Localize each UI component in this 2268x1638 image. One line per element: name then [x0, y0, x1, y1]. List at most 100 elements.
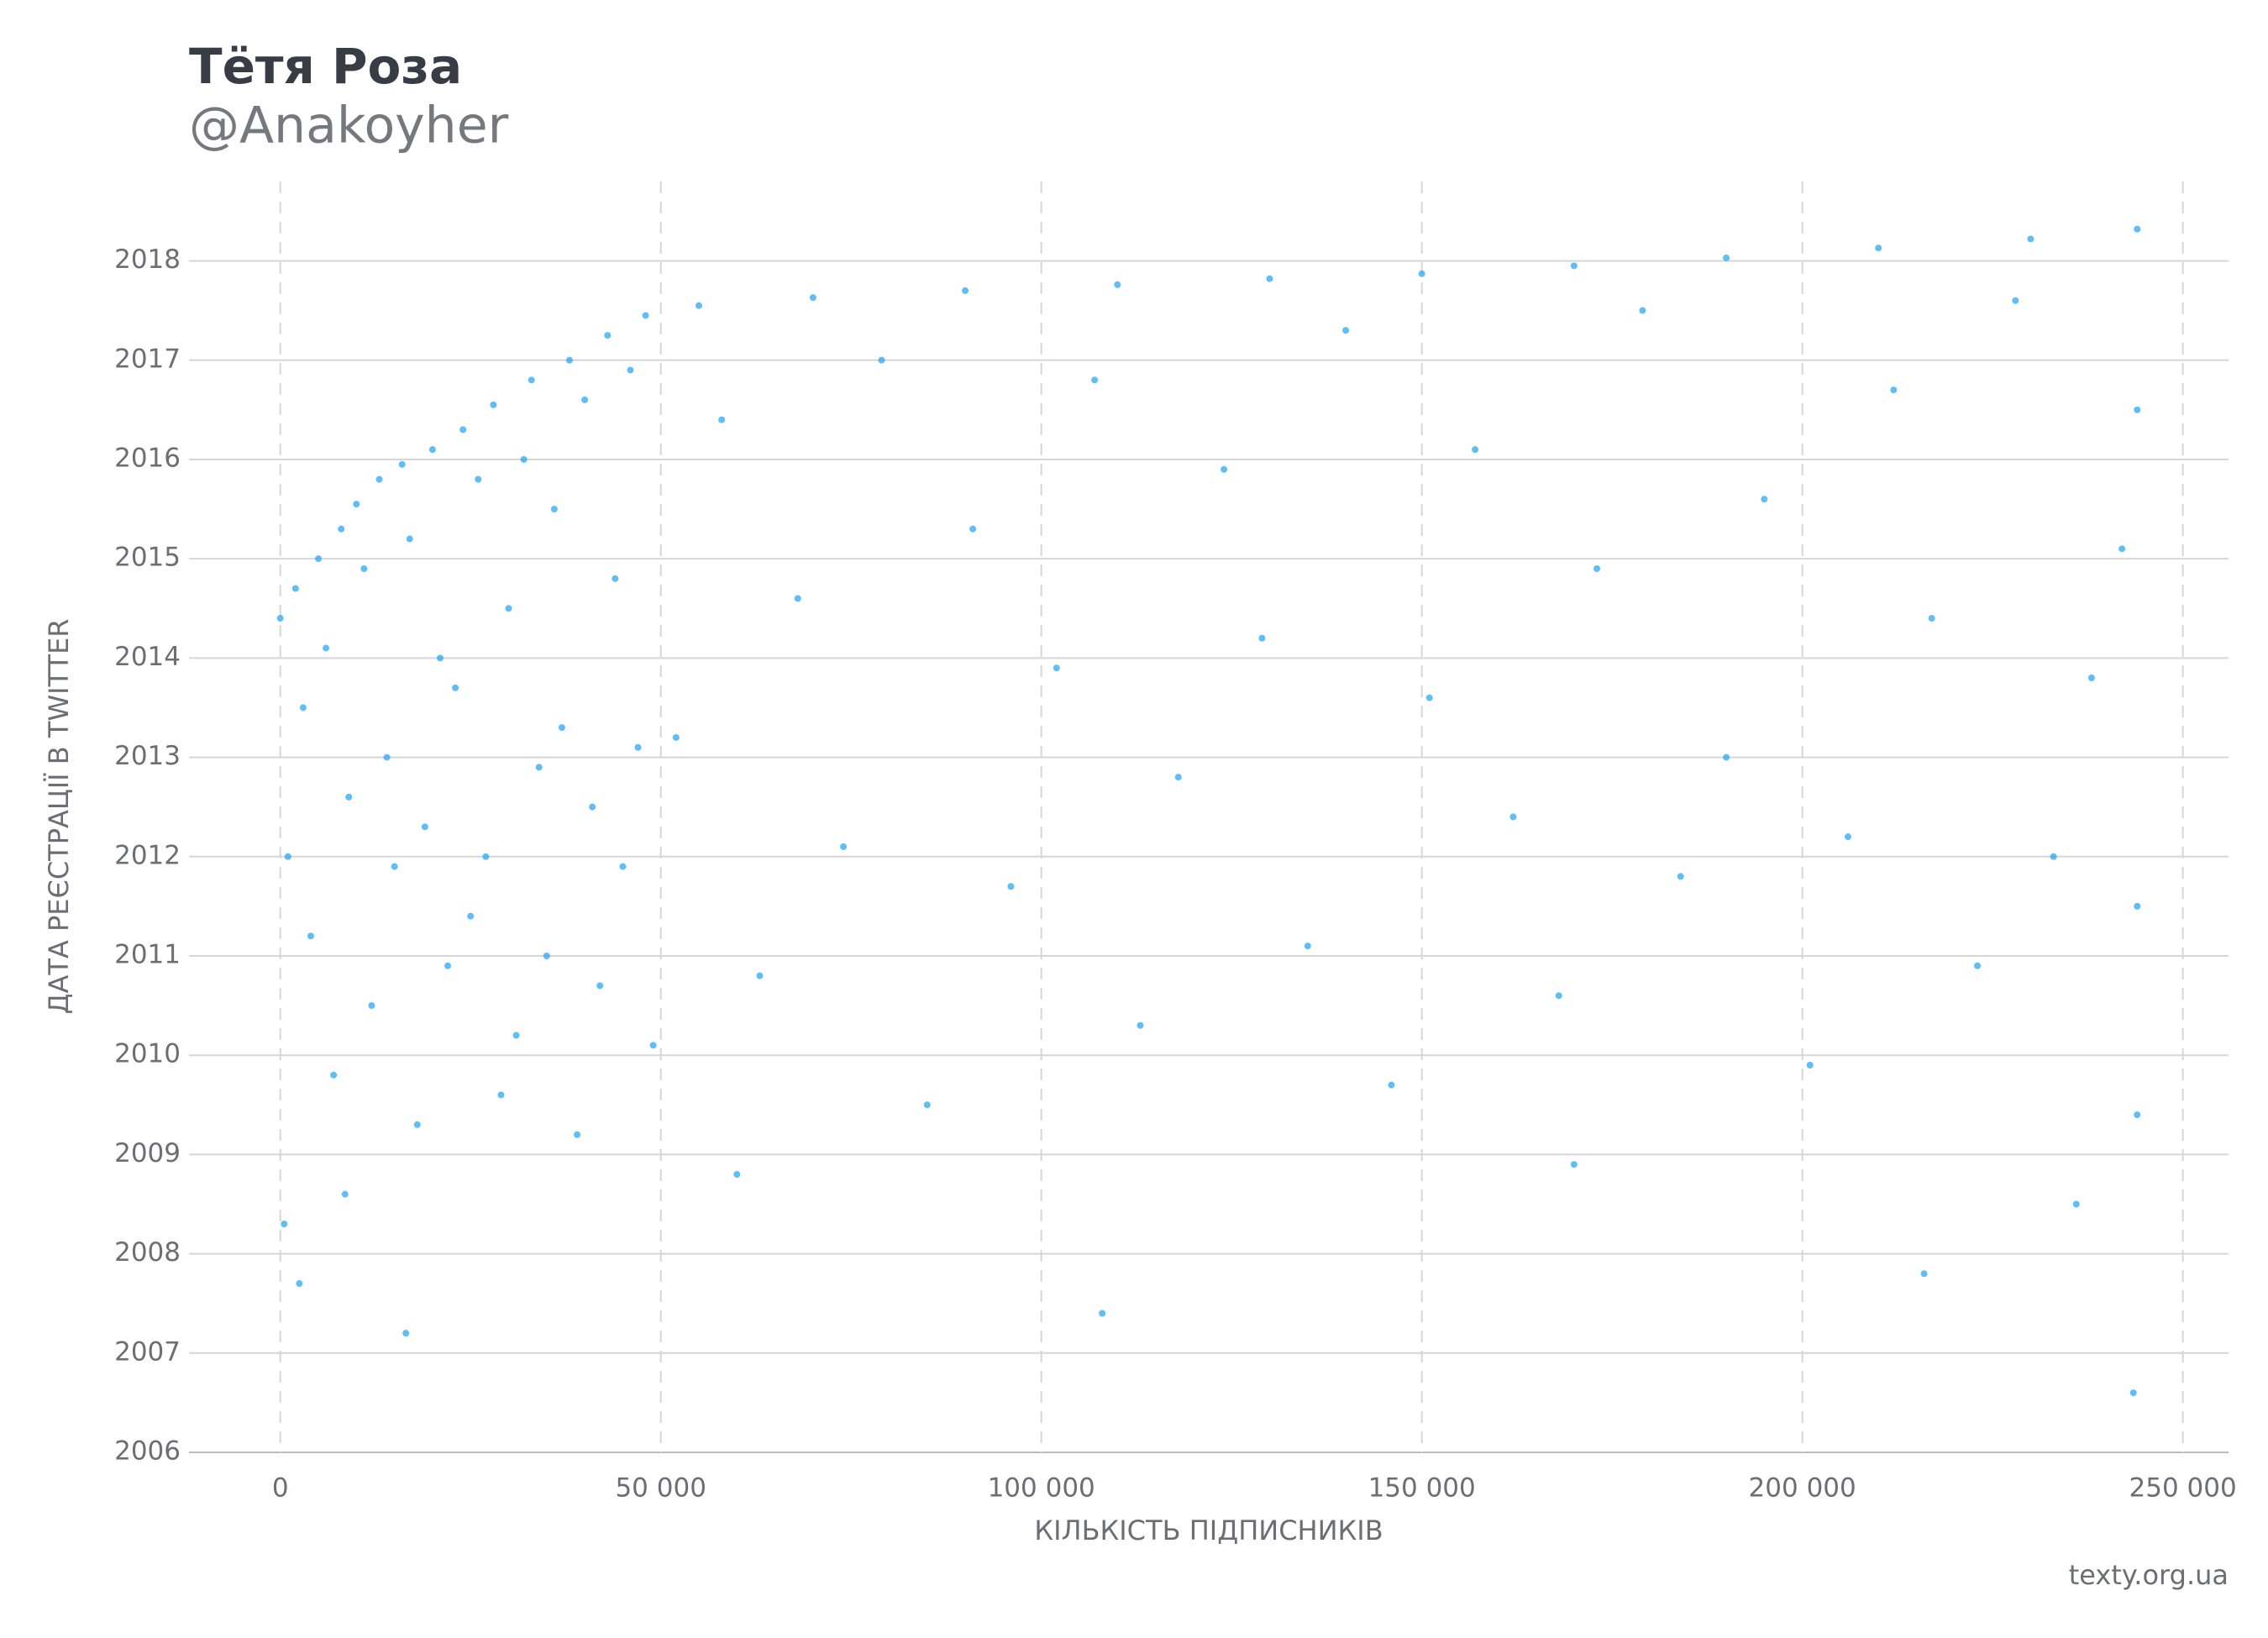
point	[299, 704, 307, 711]
point	[413, 1121, 421, 1128]
point	[1570, 1161, 1578, 1168]
point	[2134, 1111, 2141, 1119]
x-tick-label: 200 000	[1749, 1473, 1856, 1504]
point	[398, 460, 406, 468]
chart-subtitle: @Anakoyher	[189, 97, 509, 155]
x-tick-label: 150 000	[1368, 1473, 1476, 1504]
point	[428, 446, 436, 454]
point	[1974, 962, 1982, 969]
x-tick-label: 250 000	[2129, 1473, 2237, 1504]
point	[1920, 1270, 1928, 1278]
point	[2118, 545, 2126, 553]
y-tick-label: 2006	[114, 1436, 181, 1467]
point	[368, 1002, 375, 1010]
point	[1388, 1081, 1395, 1089]
y-tick-label: 2018	[114, 244, 181, 275]
point	[1258, 634, 1266, 642]
point	[809, 294, 816, 302]
point	[733, 1171, 741, 1179]
point	[550, 506, 558, 513]
point	[1509, 813, 1517, 821]
point	[923, 1101, 931, 1109]
point	[284, 853, 291, 860]
point	[1174, 774, 1182, 781]
point	[338, 525, 345, 533]
point	[1845, 833, 1852, 841]
y-tick-label: 2017	[114, 344, 181, 374]
y-tick-label: 2011	[114, 939, 181, 969]
point	[2129, 1389, 2137, 1397]
point	[1342, 327, 1350, 334]
source: texty.org.ua	[2069, 1559, 2229, 1591]
point	[2134, 225, 2141, 233]
point	[296, 1280, 303, 1288]
point	[2087, 675, 2095, 682]
x-tick-label: 50 000	[615, 1473, 706, 1504]
point	[1928, 615, 1935, 622]
point	[444, 962, 452, 969]
point	[1091, 376, 1099, 384]
y-tick-label: 2008	[114, 1237, 181, 1268]
point	[1677, 873, 1684, 880]
point	[528, 376, 535, 384]
point	[604, 332, 612, 339]
point	[612, 575, 619, 582]
point	[2072, 1200, 2080, 1208]
y-tick-label: 2015	[114, 543, 181, 573]
point	[574, 1131, 581, 1138]
point	[969, 525, 977, 533]
point	[535, 764, 543, 771]
point	[341, 1190, 349, 1198]
point	[840, 843, 848, 850]
point	[1472, 446, 1479, 454]
point	[512, 1032, 520, 1039]
point	[1806, 1062, 1814, 1069]
point	[2050, 853, 2057, 860]
point	[581, 396, 589, 404]
point	[1266, 275, 1273, 282]
y-tick-label: 2010	[114, 1039, 181, 1069]
point	[1723, 753, 1730, 761]
point	[505, 605, 512, 612]
point	[1099, 1310, 1106, 1317]
point	[1555, 992, 1562, 1000]
point	[421, 823, 428, 831]
point	[1221, 465, 1228, 473]
point	[475, 475, 482, 483]
point	[276, 615, 284, 622]
point	[962, 287, 969, 295]
point	[2012, 297, 2019, 304]
point	[619, 863, 627, 870]
point	[794, 595, 801, 602]
point	[307, 932, 314, 940]
point	[589, 803, 596, 811]
point	[1875, 244, 1882, 252]
point	[1761, 496, 1768, 503]
point	[634, 743, 642, 751]
point	[330, 1071, 338, 1079]
y-tick-label: 2013	[114, 741, 181, 771]
point	[1418, 270, 1425, 277]
point	[756, 972, 764, 979]
point	[375, 475, 383, 483]
point	[1890, 386, 1898, 394]
y-tick-label: 2014	[114, 642, 181, 672]
point	[2027, 235, 2034, 243]
point	[353, 501, 360, 508]
point	[565, 356, 573, 364]
point	[696, 302, 702, 309]
x-tick-label: 100 000	[988, 1473, 1095, 1504]
point	[1007, 883, 1015, 890]
point	[497, 1091, 505, 1099]
point	[520, 455, 528, 463]
point	[291, 585, 299, 592]
point	[649, 1042, 657, 1049]
y-tick-label: 2009	[114, 1138, 181, 1168]
x-tick-label: 0	[272, 1473, 289, 1504]
point	[281, 1221, 288, 1228]
y-tick-label: 2007	[114, 1336, 181, 1367]
point	[1053, 664, 1060, 672]
x-axis-label: КІЛЬКІСТЬ ПІДПИСНИКІВ	[1034, 1515, 1383, 1546]
point	[1639, 307, 1646, 314]
